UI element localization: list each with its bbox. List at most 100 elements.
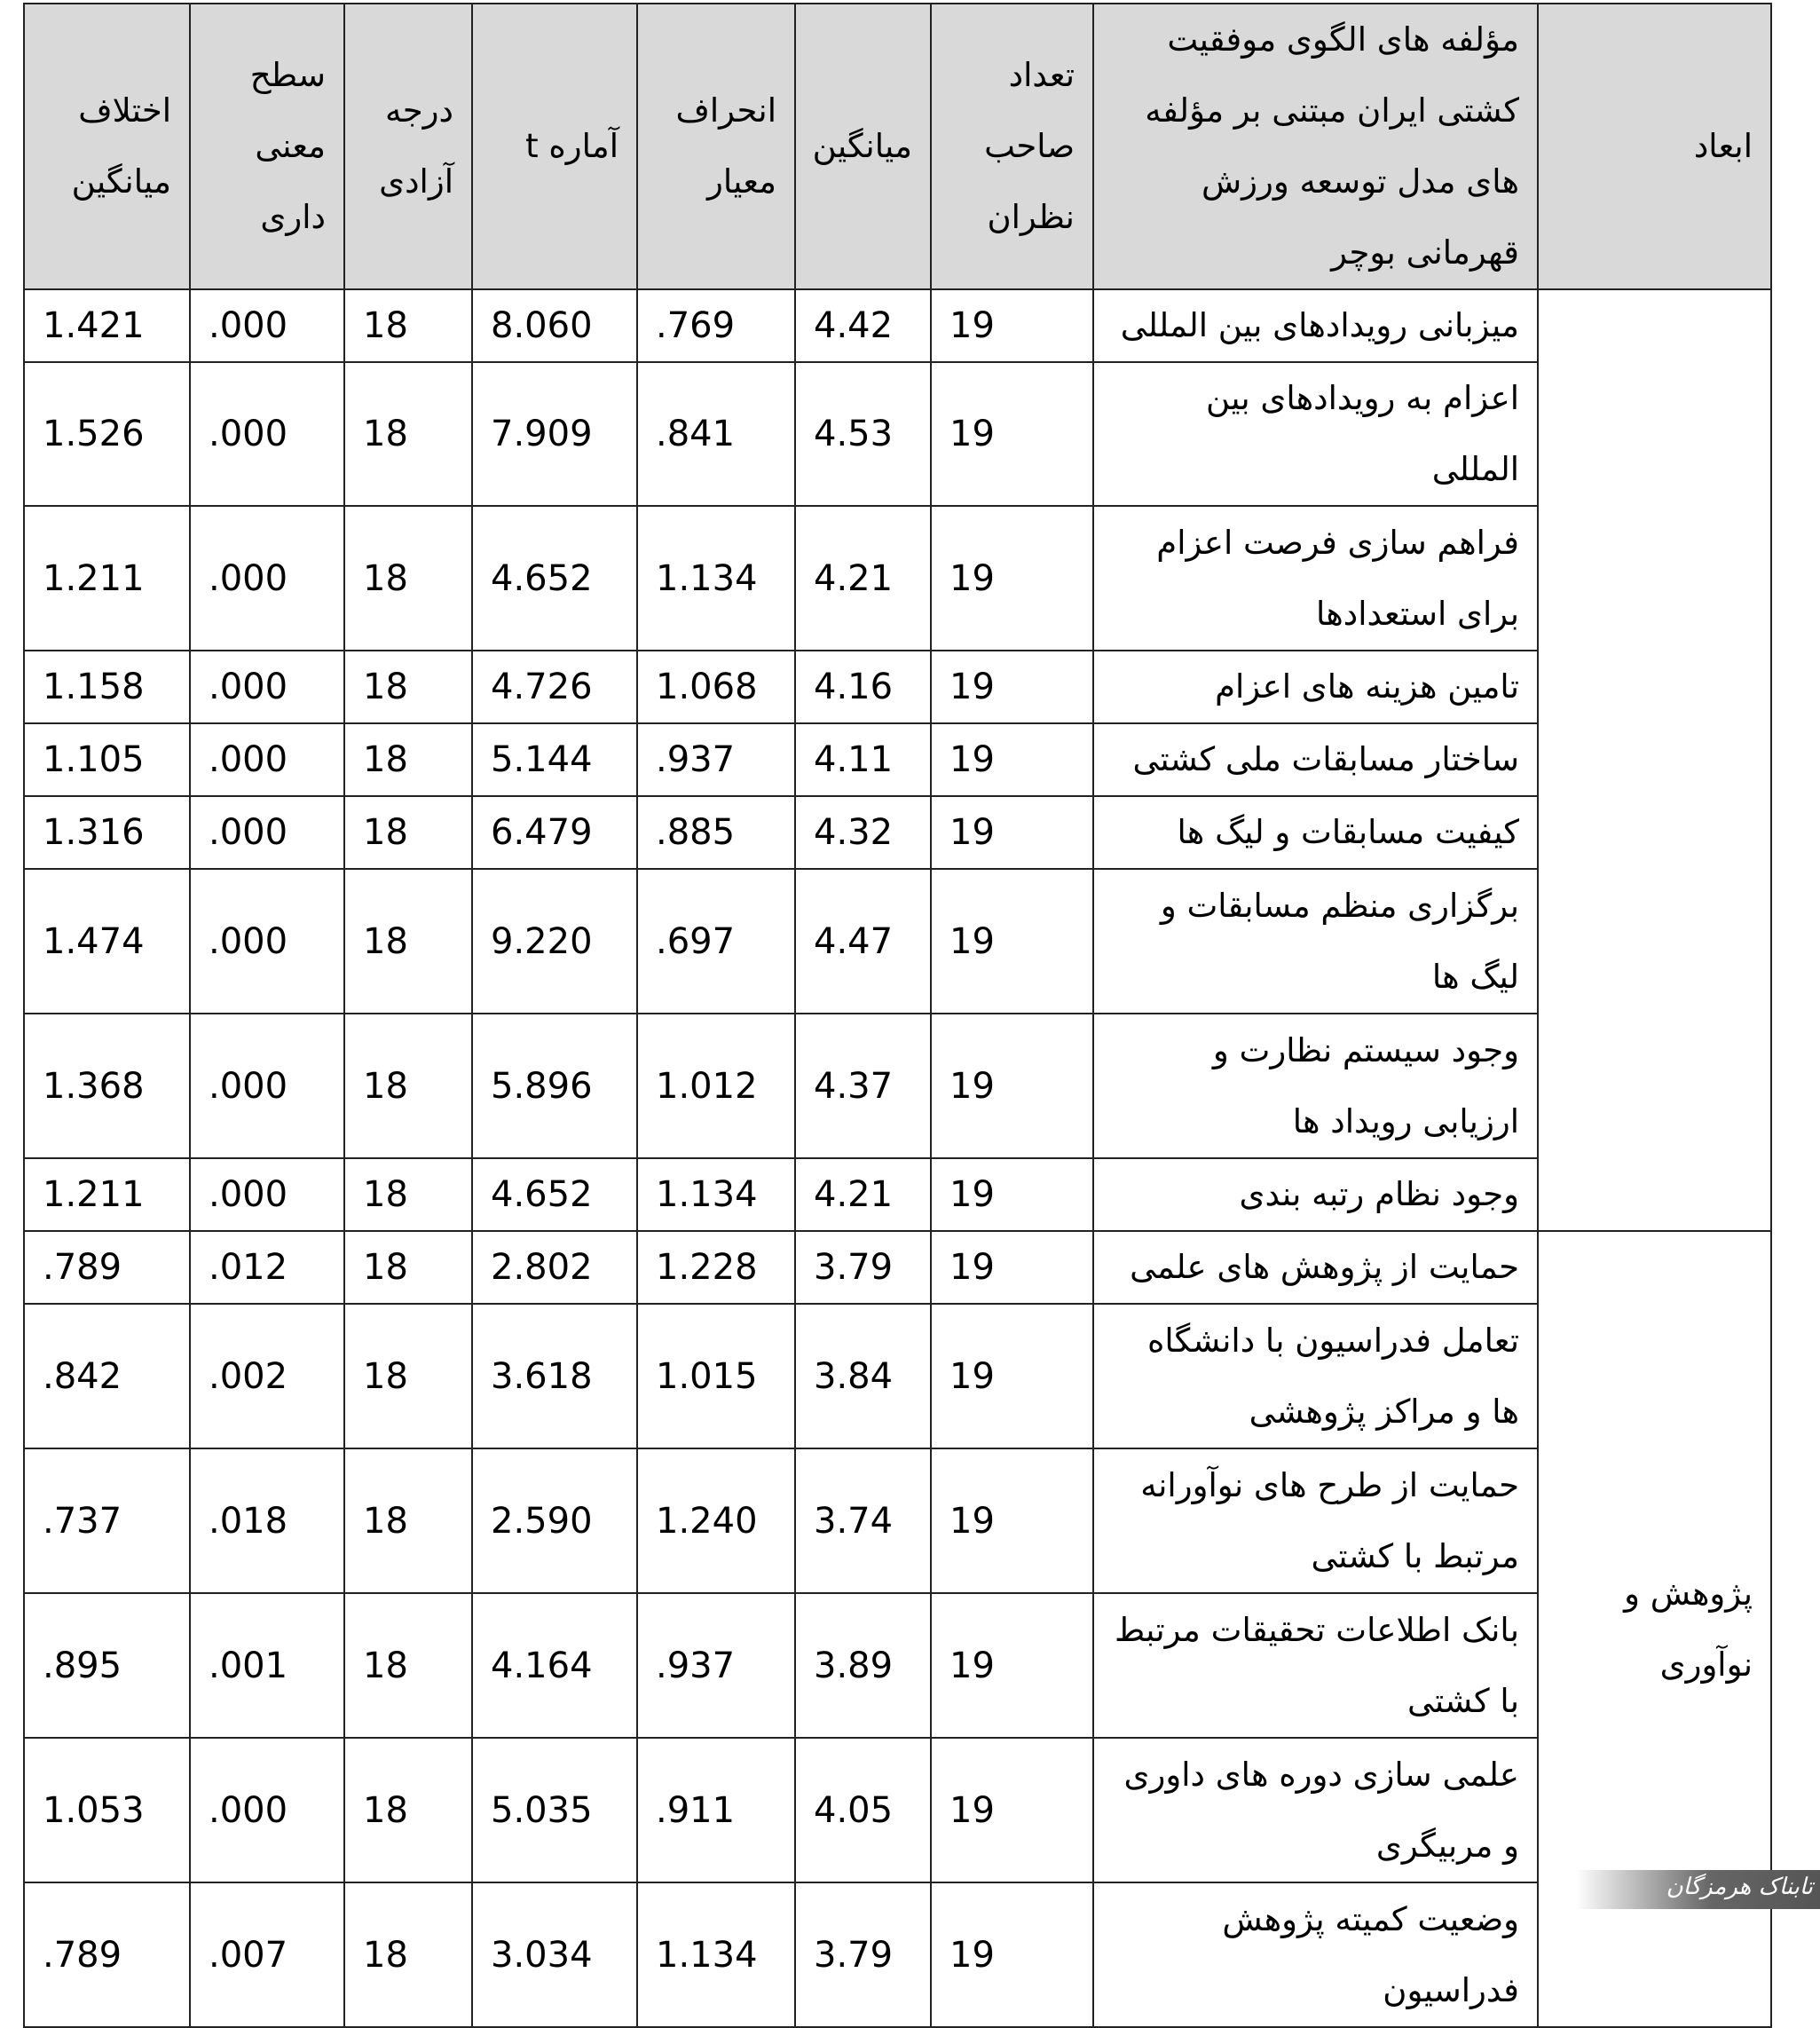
cell-component: میزبانی رویدادهای بین المللی	[1092, 288, 1539, 363]
cell-experts-count: 19	[930, 1448, 1094, 1594]
cell-mean: 4.32	[794, 795, 932, 870]
cell-experts-count: 19	[930, 505, 1094, 651]
cell-component: حمایت از پژوهش های علمی	[1092, 1230, 1539, 1305]
cell-experts-count: 19	[930, 361, 1094, 507]
cell-df: 18	[343, 1882, 473, 2028]
table-row: وضعیت کمیته پژوهش فدراسیون 19 3.79 1.134 3.0…	[23, 1882, 1771, 2028]
table-row: بانک اطلاعات تحقیقات مرتبط با کشتی 19 3.89…	[23, 1592, 1771, 1739]
cell-component: فراهم سازی فرصت اعزام برای استعدادها	[1092, 505, 1539, 651]
cell-mean-difference: 1.474	[23, 868, 191, 1014]
cell-significance: .012	[189, 1230, 345, 1305]
cell-experts-count: 19	[930, 1882, 1094, 2028]
cell-significance: .000	[189, 722, 345, 797]
table-row: برگزاری منظم مسابقات و لیگ ها 19 4.47.697 9…	[23, 868, 1771, 1014]
table-row: وجود نظام رتبه بندی 19 4.21 1.134 4.652 18.00…	[23, 1157, 1771, 1232]
cell-mean: 4.21	[794, 505, 932, 651]
cell-experts-count: 19	[930, 868, 1094, 1014]
cell-significance: .000	[189, 1737, 345, 1883]
cell-experts-count: 19	[930, 1737, 1094, 1883]
table-row: وجود سیستم نظارت و ارزیابی رویداد ها 19 4.…	[23, 1013, 1771, 1159]
cell-component: وجود نظام رتبه بندی	[1092, 1157, 1539, 1232]
cell-t-stat: 5.896	[471, 1013, 638, 1159]
table-row: میزبانی رویدادهای بین المللی 19 4.42.769 8.…	[23, 288, 1772, 1232]
cell-significance: .018	[189, 1448, 345, 1594]
header-dimension: ابعاد	[1537, 3, 1772, 290]
cell-mean: 3.84	[794, 1303, 932, 1449]
cell-experts-count: 19	[930, 1230, 1094, 1305]
cell-significance: .000	[189, 1157, 345, 1232]
cell-experts-count: 19	[930, 1592, 1094, 1739]
cell-mean: 4.42	[794, 288, 932, 363]
cell-significance: .000	[189, 650, 345, 724]
cell-std-dev: .885	[636, 795, 796, 870]
cell-mean-difference: 1.526	[23, 361, 191, 507]
cell-df: 18	[343, 1013, 473, 1159]
cell-df: 18	[343, 361, 473, 507]
cell-df: 18	[343, 1592, 473, 1739]
cell-mean-difference: 1.316	[23, 795, 191, 870]
header-t-stat: آماره t	[471, 3, 638, 290]
header-std-dev: انحراف معیار	[636, 3, 796, 290]
cell-component: ساختار مسابقات ملی کشتی	[1092, 722, 1539, 797]
cell-t-stat: 2.802	[471, 1230, 638, 1305]
cell-mean-difference: .789	[23, 1882, 191, 2028]
cell-std-dev: 1.134	[636, 1882, 796, 2028]
cell-df: 18	[343, 1448, 473, 1594]
cell-t-stat: 3.618	[471, 1303, 638, 1449]
watermark-logo: تابناک هرمزگان	[1576, 1870, 1820, 1909]
cell-mean: 3.79	[794, 1882, 932, 2028]
cell-mean: 4.47	[794, 868, 932, 1014]
cell-t-stat: 7.909	[471, 361, 638, 507]
cell-std-dev: 1.068	[636, 650, 796, 724]
cell-experts-count: 19	[930, 1013, 1094, 1159]
cell-experts-count: 19	[930, 722, 1094, 797]
cell-df: 18	[343, 1737, 473, 1883]
cell-component: کیفیت مسابقات و لیگ ها	[1092, 795, 1539, 870]
cell-std-dev: 1.228	[636, 1230, 796, 1305]
cell-significance: .001	[189, 1592, 345, 1739]
cell-t-stat: 4.652	[471, 1157, 638, 1232]
cell-component: علمی سازی دوره های داوری و مربیگری	[1092, 1737, 1539, 1883]
header-component: مؤلفه های الگوی موفقیت کشتی ایران مبتنی …	[1092, 3, 1539, 290]
cell-std-dev: .697	[636, 868, 796, 1014]
cell-experts-count: 19	[930, 795, 1094, 870]
cell-t-stat: 8.060	[471, 288, 638, 363]
header-df: درجه آزادی	[343, 3, 473, 290]
cell-std-dev: 1.015	[636, 1303, 796, 1449]
cell-df: 18	[343, 288, 473, 363]
cell-mean-difference: .737	[23, 1448, 191, 1594]
cell-mean-difference: .895	[23, 1592, 191, 1739]
cell-component: وجود سیستم نظارت و ارزیابی رویداد ها	[1092, 1013, 1539, 1159]
table-row: اعزام به رویدادهای بین المللی 19 4.53.841 7…	[23, 361, 1771, 507]
cell-significance: .007	[189, 1882, 345, 2028]
header-mean-difference: اختلاف میانگین	[23, 3, 191, 290]
cell-significance: .000	[189, 505, 345, 651]
cell-component: وضعیت کمیته پژوهش فدراسیون	[1092, 1882, 1539, 2028]
cell-experts-count: 19	[930, 650, 1094, 724]
cell-component: تعامل فدراسیون با دانشگاه ها و مراکز پژو…	[1092, 1303, 1539, 1449]
cell-std-dev: 1.134	[636, 505, 796, 651]
header-significance: سطح معنی داری	[189, 3, 345, 290]
cell-mean-difference: 1.105	[23, 722, 191, 797]
cell-mean-difference: .789	[23, 1230, 191, 1305]
header-experts-count: تعداد صاحب نظران	[930, 3, 1094, 290]
cell-t-stat: 9.220	[471, 868, 638, 1014]
cell-std-dev: .937	[636, 722, 796, 797]
cell-mean: 4.37	[794, 1013, 932, 1159]
watermark-text: تابناک هرمزگان	[1666, 1874, 1813, 1900]
cell-significance: .000	[189, 795, 345, 870]
t-test-table: ابعاد مؤلفه های الگوی موفقیت کشتی ایران …	[23, 3, 1772, 2028]
cell-component: بانک اطلاعات تحقیقات مرتبط با کشتی	[1092, 1592, 1539, 1739]
dimension-cell	[1537, 288, 1772, 1232]
cell-mean: 4.05	[794, 1737, 932, 1883]
cell-mean-difference: 1.368	[23, 1013, 191, 1159]
cell-mean-difference: 1.158	[23, 650, 191, 724]
cell-std-dev: 1.134	[636, 1157, 796, 1232]
cell-std-dev: 1.240	[636, 1448, 796, 1594]
cell-df: 18	[343, 650, 473, 724]
cell-experts-count: 19	[930, 1157, 1094, 1232]
table-row: تامین هزینه های اعزام 19 4.16 1.068 4.726 18.…	[23, 650, 1771, 724]
cell-df: 18	[343, 1157, 473, 1232]
cell-mean-difference: 1.211	[23, 1157, 191, 1232]
cell-std-dev: .911	[636, 1737, 796, 1883]
